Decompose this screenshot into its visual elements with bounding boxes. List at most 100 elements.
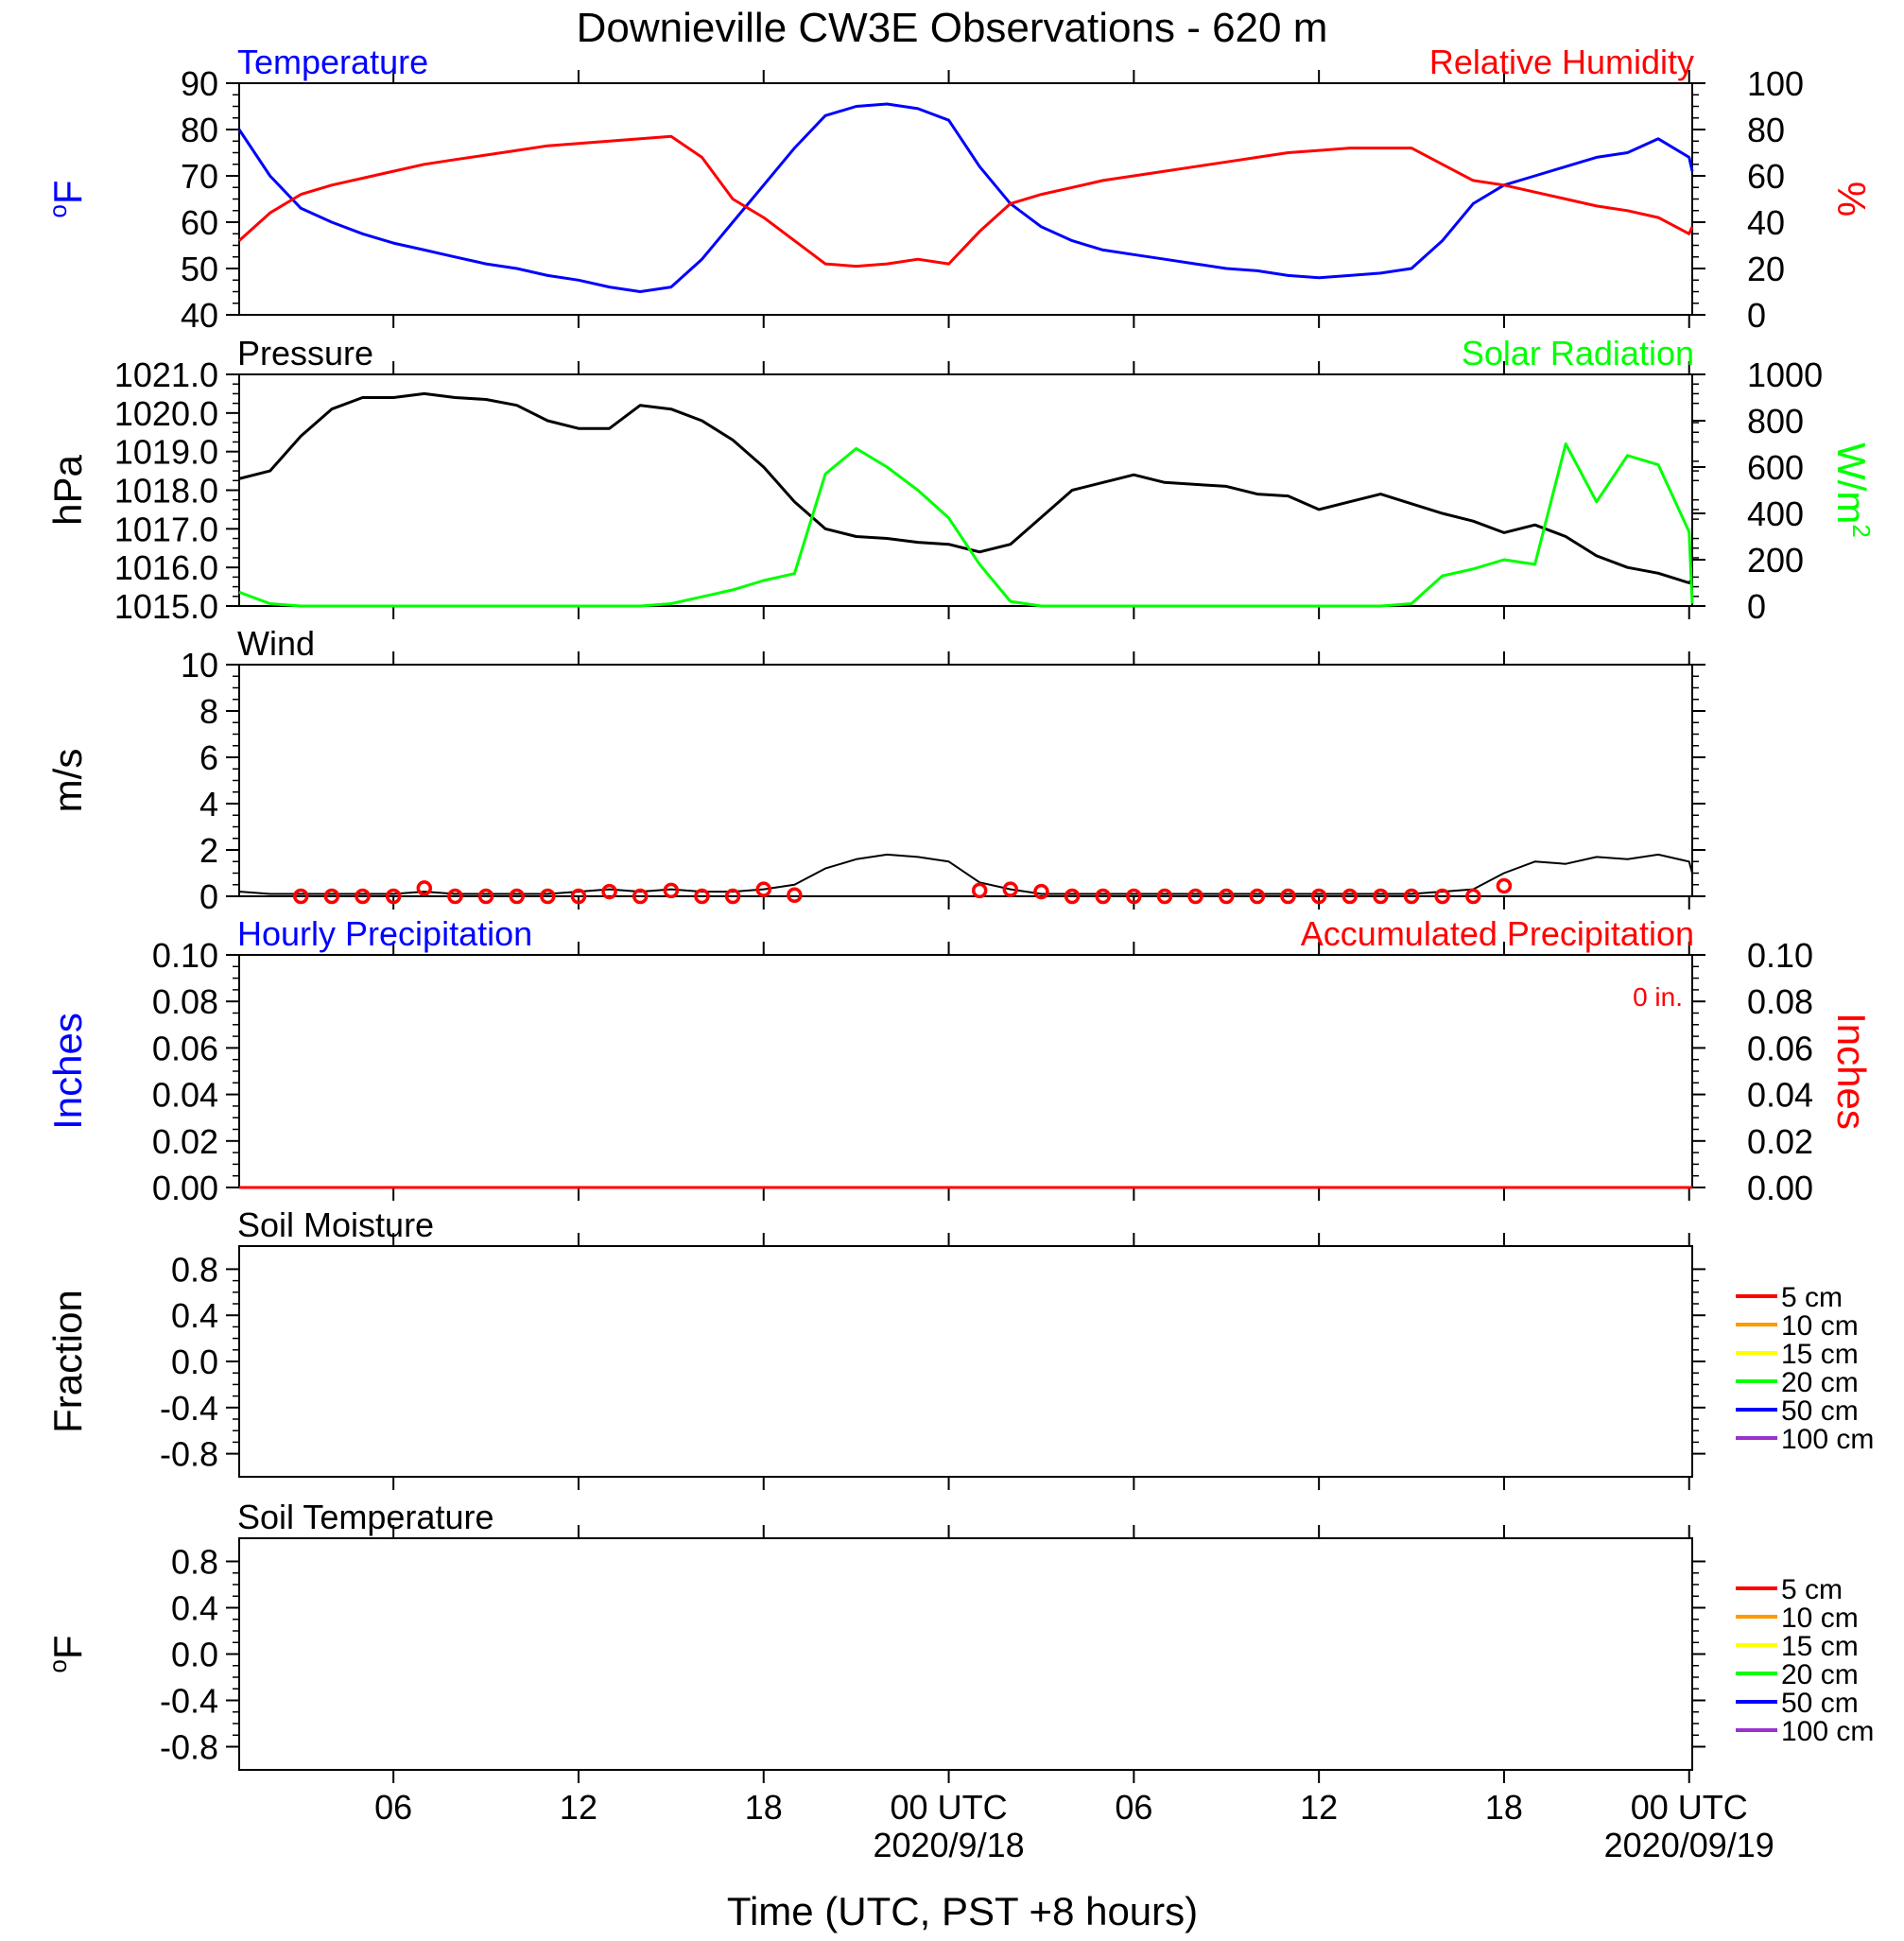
x-axis-label: Time (UTC, PST +8 hours): [727, 1889, 1198, 1933]
panel-4-legend-label-5: 100 cm: [1781, 1424, 1874, 1455]
panel-5-frame: [238, 1537, 1693, 1771]
panel-2-wind-marker-3: [385, 888, 402, 905]
panel-4-ytick-label-left-1: -0.4: [160, 1389, 218, 1428]
panel-3-ytick-label-left-1: 0.02: [152, 1122, 218, 1161]
panel-4-ytick-label-left-0: -0.8: [160, 1435, 218, 1474]
panel-2-wind-marker-15: [755, 881, 772, 897]
panel-3-ylabel-right: Inches: [1829, 1013, 1874, 1130]
panel-0-ytick-label-right-3: 60: [1747, 157, 1785, 196]
panel-4-ytick-label-left-2: 0.0: [171, 1343, 218, 1381]
panel-3-annotation: 0 in.: [1633, 982, 1683, 1012]
panel-4-legend-label-3: 20 cm: [1781, 1367, 1859, 1398]
x-tick-label-4: 06: [1115, 1788, 1152, 1827]
x-tick-label-1: 12: [560, 1788, 597, 1827]
x-tick-label-6: 18: [1485, 1788, 1523, 1827]
x-tick-label-5: 12: [1300, 1788, 1338, 1827]
panel-4-ytick-label-left-3: 0.4: [171, 1296, 218, 1335]
panel-0-ytick-label-left-5: 90: [181, 64, 218, 103]
panel-0-title-left: Temperature: [237, 43, 428, 81]
panel-1-ytick-label-left-3: 1018.0: [114, 472, 218, 511]
panel-2-ylabel-left: m/s: [45, 749, 90, 813]
panel-2-wind-marker-25: [1218, 888, 1235, 905]
panel-0-title-right: Relative Humidity: [1429, 43, 1694, 81]
panel-3-ytick-label-left-5: 0.10: [152, 936, 218, 975]
x-tick-date-3: 2020/9/18: [873, 1826, 1024, 1864]
panel-1-ylabel-left-text: hPa: [45, 454, 90, 525]
panel-2-ytick-label-left-3: 6: [199, 738, 218, 777]
panel-3-ytick-label-right-1: 0.02: [1747, 1122, 1813, 1161]
panel-0-series-0-line: [237, 102, 1694, 293]
panel-1-ytick-label-right-3: 600: [1747, 448, 1804, 487]
x-tick-label-7: 00 UTC: [1631, 1788, 1748, 1827]
panel-3-ytick-label-right-2: 0.04: [1747, 1076, 1813, 1115]
panel-3-ytick-label-right-5: 0.10: [1747, 936, 1813, 975]
panel-2-wind-marker-33: [1465, 888, 1481, 905]
panel-1-ylabel-right-text: W/m2: [1829, 442, 1876, 538]
panel-0-ytick-label-right-4: 80: [1747, 111, 1785, 149]
panel-2-wind-marker-0: [293, 888, 309, 905]
panel-0-ylabel-left-text: oF: [43, 180, 90, 217]
panel-3-ytick-label-right-4: 0.08: [1747, 982, 1813, 1021]
panel-4-title-left: Soil Moisture: [237, 1205, 434, 1244]
panel-1-ytick-label-left-4: 1019.0: [114, 433, 218, 472]
panel-5-legend-label-1: 10 cm: [1781, 1603, 1859, 1634]
panel-0-ytick-label-left-2: 60: [181, 203, 218, 242]
panel-5-legend-label-2: 15 cm: [1781, 1631, 1859, 1662]
panel-5-title-left: Soil Temperature: [237, 1498, 493, 1536]
panel-0-ytick-label-right-2: 40: [1747, 203, 1785, 242]
panel-2-ytick-label-left-1: 2: [199, 831, 218, 870]
panel-1-ytick-label-left-2: 1017.0: [114, 510, 218, 548]
panel-2-wind-marker-8: [540, 888, 556, 905]
panel-0-ytick-label-right-0: 0: [1747, 296, 1766, 335]
panel-2-wind-marker-30: [1373, 888, 1389, 905]
panel-0-ylabel-right: %: [1829, 182, 1874, 217]
panel-2-wind-marker-10: [601, 883, 617, 900]
panel-2-wind-marker-28: [1310, 888, 1327, 905]
x-tick-label-3: 00 UTC: [891, 1788, 1008, 1827]
panel-2-wind-marker-16: [787, 887, 803, 904]
panel-3-ytick-label-left-3: 0.06: [152, 1029, 218, 1067]
panel-0-ytick-label-left-4: 80: [181, 111, 218, 149]
panel-3-ylabel-left-text: Inches: [45, 1013, 90, 1130]
panel-0: 40 50 60 70 80 90 0 20 40 60 80 100 Temperature Relat…: [43, 43, 1874, 335]
panel-5-legend-label-4: 50 cm: [1781, 1688, 1859, 1719]
panel-1-ytick-label-right-4: 800: [1747, 402, 1804, 441]
panel-0-ylabel-left: oF: [43, 180, 90, 217]
panel-2-wind-marker-12: [663, 882, 680, 899]
figure-title: Downieville CW3E Observations - 620 m: [577, 5, 1328, 51]
panel-2-ylabel-left-text: m/s: [45, 749, 90, 813]
panel-1-series-1-line: [238, 442, 1694, 608]
panel-2-wind-marker-31: [1403, 888, 1420, 905]
panel-2: 0 2 4 6 8 10 Wind m/s: [45, 624, 1705, 916]
panel-0-ytick-label-left-3: 70: [181, 157, 218, 196]
panel-3-ytick-label-right-3: 0.06: [1747, 1029, 1813, 1067]
panel-2-ytick-label-left-5: 10: [181, 646, 218, 685]
panel-1-ylabel-left: hPa: [45, 454, 90, 525]
panel-1-ytick-label-right-2: 400: [1747, 494, 1804, 533]
panel-4-ylabel-left: Fraction: [45, 1290, 90, 1433]
panel-1-ytick-label-right-0: 0: [1747, 587, 1766, 626]
panel-2-wind-marker-11: [632, 888, 649, 905]
panel-0-frame: [238, 82, 1693, 316]
panel-3-ytick-label-left-4: 0.08: [152, 982, 218, 1021]
panel-4-legend-label-2: 15 cm: [1781, 1339, 1859, 1370]
panel-4-legend-label-1: 10 cm: [1781, 1310, 1859, 1342]
panel-2-wind-marker-2: [355, 888, 371, 905]
panel-3-title-right: Accumulated Precipitation: [1301, 914, 1694, 953]
panel-2-wind-marker-32: [1434, 888, 1450, 905]
panel-2-wind-marker-23: [1156, 888, 1173, 905]
panel-5-legend-label-5: 100 cm: [1781, 1716, 1874, 1747]
panel-2-wind-marker-9: [570, 888, 587, 905]
panel-5-ytick-label-left-3: 0.4: [171, 1589, 218, 1628]
panel-3-ylabel-left: Inches: [45, 1013, 90, 1130]
panel-2-ytick-label-left-2: 4: [199, 785, 218, 823]
panel-1-ytick-label-right-5: 1000: [1747, 355, 1823, 394]
x-tick-date-7: 2020/09/19: [1604, 1826, 1774, 1864]
panel-2-wind-marker-1: [323, 888, 340, 905]
panel-4-ylabel-left-text: Fraction: [45, 1290, 90, 1433]
panel-1-ylabel-right: W/m2: [1829, 442, 1876, 538]
